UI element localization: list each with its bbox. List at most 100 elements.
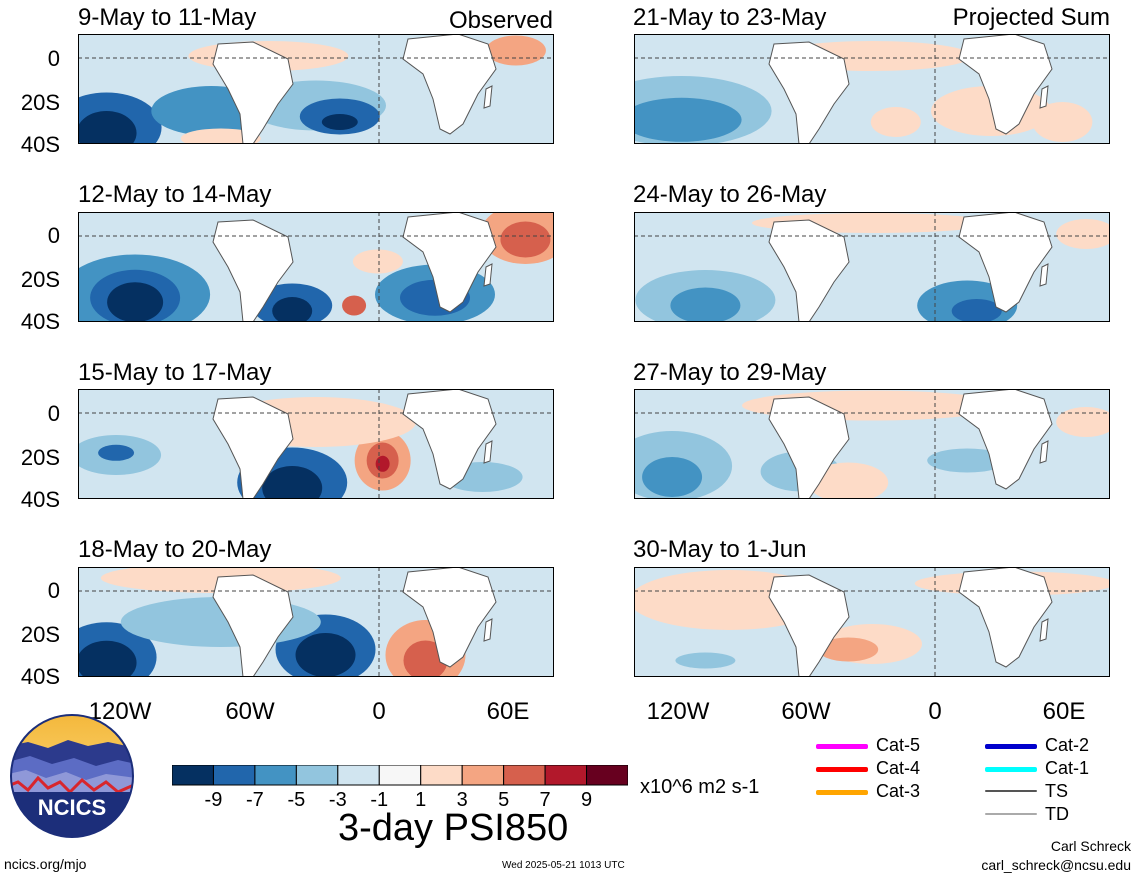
colorbar-swatch [337,765,380,786]
anomaly-contour [78,640,137,677]
anomaly-contour [78,111,137,144]
lat-label-0: 0 [47,46,60,71]
ncics-logo: NCICS [10,714,134,838]
south-america-landmass [212,219,294,322]
africa-landmass [402,212,497,313]
anomaly-contour [1056,219,1110,249]
storm-legend-line [816,744,868,749]
observed-label: Observed [448,7,553,34]
lon-label-120w: 120W [646,698,710,725]
panel-title-left-3: 15-May to 17-May [78,359,272,386]
colorbar-tick-label: -1 [370,789,389,811]
madagascar-landmass [1039,440,1049,464]
colorbar-swatch [378,765,422,786]
author-name: Carl Schreck [1050,838,1131,854]
africa-landmass [402,389,497,490]
colorbar-swatch [295,765,339,786]
africa-landmass [402,567,497,668]
psi850-map-panel [634,34,1110,144]
madagascar-landmass [483,440,493,464]
psi850-map-panel [78,567,554,677]
colorbar-tick-label: 7 [539,789,551,811]
colorbar-tick-label: 5 [498,789,510,811]
colorbar-tick-label: -3 [328,789,347,811]
africa-landmass [958,567,1053,668]
colorbar-swatch [586,765,628,786]
lon-label-60e: 60E [486,698,530,725]
south-america-landmass [768,574,850,677]
anomaly-contour [98,444,135,461]
anomaly-contour [403,640,448,677]
map-frame [634,567,1110,677]
anomaly-contour [352,249,403,274]
anomaly-contour [634,97,742,142]
anomaly-contour [818,637,879,662]
africa-landmass [958,389,1053,490]
colorbar-swatch [172,765,214,786]
psi850-map-panel [634,567,1110,677]
map-frame [634,212,1110,322]
africa-landmass [958,212,1053,313]
footer-timestamp: Wed 2025-05-21 1013 UTC [502,860,625,871]
south-america-landmass [212,396,294,499]
lat-label-20s: 20S [20,267,60,292]
storm-legend-label: Cat-1 [1045,758,1090,778]
psi850-map-panel [78,212,554,322]
lat-label-40s: 40S [20,309,60,334]
madagascar-landmass [483,618,493,642]
map-frame [78,567,554,677]
anomaly-contour [1056,407,1110,437]
storm-legend-line [985,744,1037,749]
anomaly-contour [500,221,551,258]
south-america-landmass [768,219,850,322]
anomaly-contour [808,462,889,499]
author-email: carl_schreck@ncsu.edu [981,857,1131,873]
storm-legend-line [816,767,868,772]
south-america-landmass [768,396,850,499]
colorbar-tick-label: 1 [415,789,427,811]
storm-legend-line [985,790,1037,792]
anomaly-contour [107,282,164,322]
map-frame [78,389,554,499]
panel-title-right-1: 21-May to 23-May [633,4,827,31]
panel-title-right-2: 24-May to 26-May [633,181,827,208]
africa-landmass [958,34,1053,135]
lon-label-60w: 60W [781,698,831,725]
colorbar-swatch [212,765,256,786]
anomaly-contour [180,128,261,144]
lat-label-20s: 20S [20,445,60,470]
south-america-landmass [768,41,850,144]
anomaly-contour [485,35,546,66]
storm-legend-label: Cat-5 [876,735,921,755]
madagascar-landmass [483,85,493,109]
anomaly-contour [642,457,703,497]
anomaly-contour [272,297,313,322]
madagascar-landmass [1039,263,1049,287]
lon-label-60w: 60W [225,698,275,725]
panel-title-right-4: 30-May to 1-Jun [633,536,807,563]
lon-label-120w: 120W [88,698,152,725]
panel-title-left-4: 18-May to 20-May [78,536,272,563]
storm-legend-line [985,813,1037,815]
lat-label-20s: 20S [20,90,60,115]
storm-legend-label: TS [1045,781,1069,801]
map-frame [78,34,554,144]
anomaly-contour [1032,102,1093,142]
map-frame [634,389,1110,499]
colorbar-tick-label: -5 [287,789,306,811]
projected-label: Projected Sum [952,4,1110,31]
colorbar-swatch [420,765,463,786]
storm-legend-label: Cat-4 [876,758,921,778]
anomaly-contour [927,448,1008,473]
colorbar [172,765,628,786]
madagascar-landmass [483,263,493,287]
lat-label-20s: 20S [20,622,60,647]
anomaly-contour [670,287,741,322]
colorbar-tick-label: -7 [246,789,264,811]
lon-label-0: 0 [372,698,386,725]
storm-legend-label: Cat-2 [1045,735,1090,755]
colorbar-tick-label: -9 [204,789,223,811]
lat-label-40s: 40S [20,664,60,689]
main-title: 3-day PSI850 [338,807,569,849]
lat-label-0: 0 [47,401,60,426]
